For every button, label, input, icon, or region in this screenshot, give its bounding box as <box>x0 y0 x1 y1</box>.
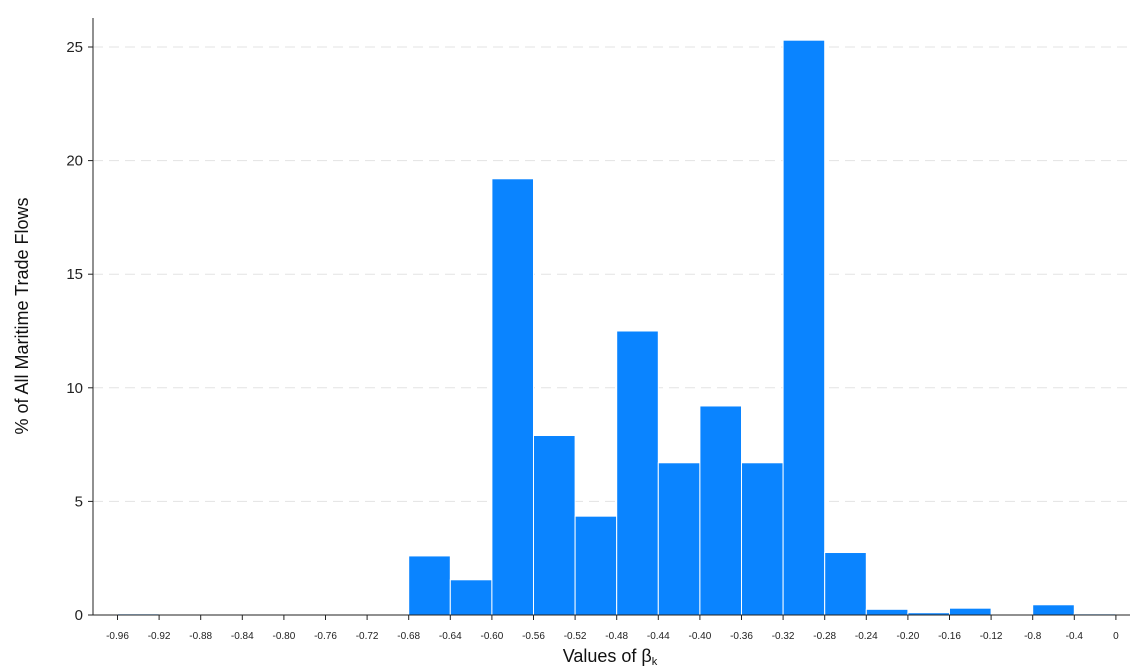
y-tick-label: 25 <box>66 39 83 56</box>
x-tick-label: -0.68 <box>397 631 420 642</box>
y-tick-label: 15 <box>66 266 83 283</box>
x-tick-label: -0.48 <box>605 631 628 642</box>
histogram-bar <box>449 579 493 616</box>
axes <box>92 18 1130 616</box>
x-tick-label: -0.32 <box>772 631 795 642</box>
x-tick-label: -0.44 <box>647 631 670 642</box>
grid-lines <box>93 46 1130 502</box>
x-tick-label: -0.4 <box>1066 631 1084 642</box>
x-tick-label: -0.96 <box>106 631 129 642</box>
histogram-bar <box>949 607 992 616</box>
y-tick-label: 10 <box>66 380 83 397</box>
histogram-bar <box>1032 604 1075 616</box>
x-tick-label: -0.36 <box>730 631 753 642</box>
bars <box>117 39 1117 616</box>
histogram-bar <box>741 462 784 616</box>
x-tick-label: -0.20 <box>897 631 920 642</box>
histogram-bar <box>657 462 701 616</box>
x-axis-title: Values of βk <box>563 646 658 668</box>
histogram-bar <box>533 435 576 616</box>
histogram-bar <box>574 515 618 616</box>
x-tick-label: -0.24 <box>855 631 878 642</box>
y-tick-label: 20 <box>66 153 83 170</box>
histogram-bar <box>782 39 826 616</box>
y-tick-label: 0 <box>75 607 83 624</box>
x-tick-label: -0.84 <box>231 631 254 642</box>
x-tick-label: -0.12 <box>980 631 1003 642</box>
x-tick-label: 0 <box>1113 631 1119 642</box>
histogram-bar <box>699 405 743 616</box>
x-tick-label: -0.72 <box>356 631 379 642</box>
histogram-bar <box>491 178 534 616</box>
histogram-bar <box>865 608 909 616</box>
histogram-bar <box>616 330 659 616</box>
x-tick-labels: -0.96 -0.92 -0.88 -0.84 -0.80 -0.76 -0.72 -0.68… <box>106 615 1119 642</box>
x-tick-label: -0.60 <box>481 631 504 642</box>
x-tick-label: -0.28 <box>813 631 836 642</box>
x-tick-label: -0.16 <box>938 631 961 642</box>
y-axis-title: % of All Maritime Trade Flows <box>12 197 32 434</box>
x-tick-label: -0.64 <box>439 631 462 642</box>
x-tick-label: -0.40 <box>689 631 712 642</box>
x-tick-label: -0.8 <box>1024 631 1042 642</box>
x-tick-label: -0.76 <box>314 631 337 642</box>
histogram-bar <box>408 555 451 616</box>
x-tick-label: -0.92 <box>148 631 171 642</box>
y-tick-labels: 0 5 10 15 20 25 <box>66 39 93 624</box>
y-tick-label: 5 <box>75 493 83 510</box>
x-tick-label: -0.56 <box>522 631 545 642</box>
x-tick-label: -0.52 <box>564 631 587 642</box>
x-tick-label: -0.88 <box>189 631 212 642</box>
x-tick-label: -0.80 <box>273 631 296 642</box>
histogram-bar <box>824 552 867 616</box>
